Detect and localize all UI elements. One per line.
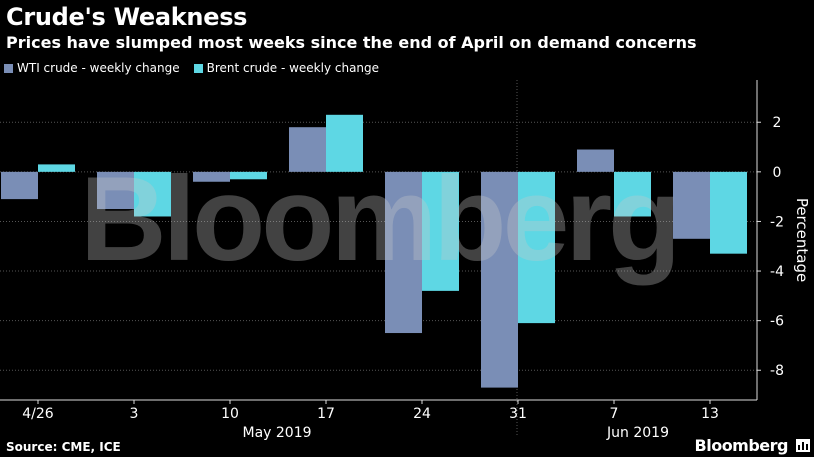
x-tick-label: 3 <box>130 406 139 422</box>
x-tick-label: 17 <box>317 406 335 422</box>
bar-brent <box>326 114 363 172</box>
bar-brent <box>38 164 75 172</box>
legend-swatch-brent <box>193 63 203 73</box>
bar-brent <box>134 171 171 217</box>
x-tick-label: 31 <box>509 406 527 422</box>
bar-wti <box>193 171 230 182</box>
x-tick-label: 10 <box>221 406 239 422</box>
y-tick-label: 0 <box>773 165 782 181</box>
bar-wti <box>385 171 422 334</box>
legend-label-wti: WTI crude - weekly change <box>17 61 180 75</box>
source-note: Source: CME, ICE <box>6 440 121 454</box>
bar-wti <box>481 171 518 388</box>
y-tick-label: 2 <box>773 115 782 131</box>
bar-brent <box>614 171 651 217</box>
bar-wti <box>289 127 326 172</box>
bar-wti <box>1 171 38 200</box>
bar-wti <box>577 149 614 172</box>
legend-item-brent: Brent crude - weekly change <box>193 61 380 75</box>
bar-brent <box>422 171 459 291</box>
chart-title: Crude's Weakness <box>6 3 248 31</box>
legend-item-wti: WTI crude - weekly change <box>4 61 180 75</box>
bar-brent <box>710 171 747 254</box>
bar-brent <box>518 171 555 324</box>
month-label: May 2019 <box>242 425 311 441</box>
y-axis-label: Percentage <box>793 198 811 282</box>
y-tick-label: -6 <box>770 314 784 330</box>
bar-chart-icon <box>796 439 810 452</box>
x-tick-label: 4/26 <box>22 406 54 422</box>
chart-subtitle: Prices have slumped most weeks since the… <box>6 33 697 52</box>
legend-swatch-wti <box>4 63 13 73</box>
bar-wti <box>673 171 710 239</box>
bar-brent <box>230 171 267 180</box>
x-tick-label: 24 <box>413 406 431 422</box>
legend-label-brent: Brent crude - weekly change <box>206 61 380 75</box>
brand-logo: Bloomberg <box>694 436 789 455</box>
bar-wti <box>97 171 134 210</box>
x-tick-label: 13 <box>701 406 719 422</box>
y-tick-label: -8 <box>770 363 784 379</box>
legend: WTI crude - weekly change Brent crude - … <box>4 61 393 75</box>
y-tick-label: -4 <box>770 264 784 280</box>
month-label: Jun 2019 <box>606 425 669 441</box>
y-tick-label: -2 <box>770 214 784 230</box>
x-tick-label: 7 <box>610 406 619 422</box>
